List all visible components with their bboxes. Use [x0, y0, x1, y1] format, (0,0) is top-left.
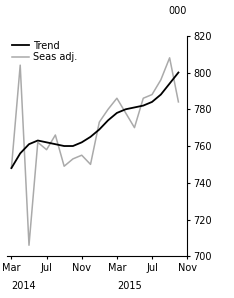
Text: 2014: 2014: [11, 280, 36, 291]
Text: 2015: 2015: [117, 280, 142, 291]
Text: 000: 000: [169, 6, 187, 16]
Legend: Trend, Seas adj.: Trend, Seas adj.: [12, 41, 77, 62]
